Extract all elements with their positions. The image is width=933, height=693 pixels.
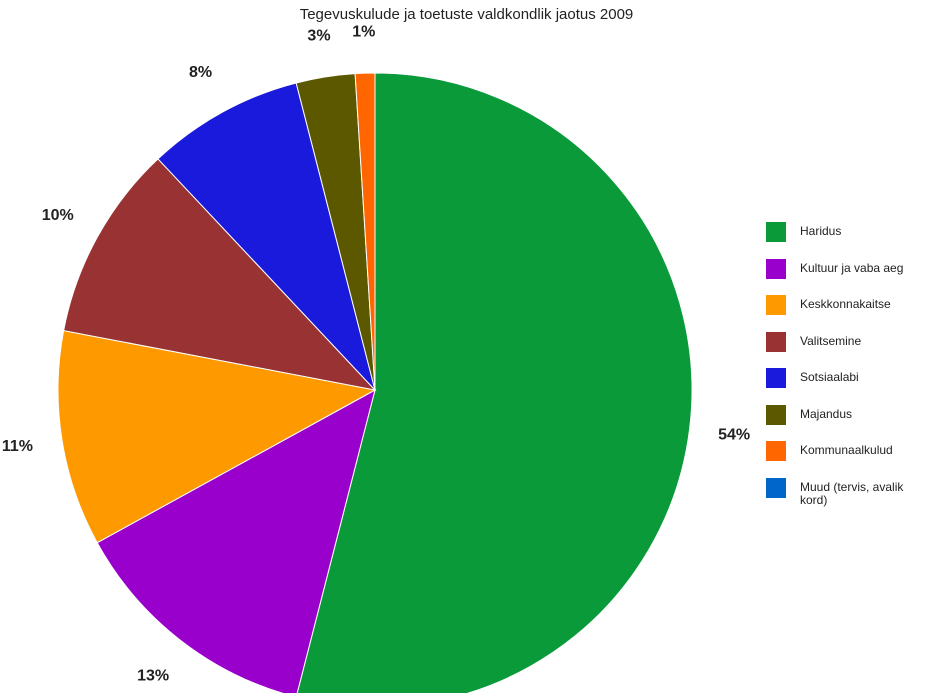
legend-swatch (766, 331, 786, 352)
legend-swatch (766, 404, 786, 425)
legend-item-kommunaalkulud: Kommunaalkulud (766, 441, 925, 461)
legend-label: Majandus (800, 406, 853, 421)
slice-label-kultuur-ja-vaba-aeg: 13% (137, 667, 169, 684)
pie-slices (57, 72, 693, 693)
legend-swatch (766, 368, 786, 388)
slice-label-kommunaalkulud: 1% (352, 23, 375, 40)
pie-slice-valitsemine (63, 158, 377, 391)
legend-item-haridus: Haridus (766, 222, 925, 242)
legend-item-sotsiaalabi: Sotsiaalabi (766, 368, 925, 388)
pie-slice-keskkonnakaitse (57, 330, 377, 544)
legend-label: Keskkonnakaitse (800, 297, 891, 311)
legend-label: Muud (tervis, avalik kord) (800, 479, 904, 507)
slice-label-sotsiaalabi: 8% (189, 64, 212, 81)
legend-label: Haridus (800, 224, 842, 238)
legend-swatch (766, 441, 786, 461)
legend-swatch (766, 258, 786, 279)
slice-label-valitsemine: 10% (42, 207, 74, 224)
legend-item-muud-tervis-avalik-kord: Muud (tervis, avalik kord) (766, 477, 925, 507)
legend-label: Valitsemine (800, 333, 862, 348)
legend-item-kultuur-ja-vaba-aeg: Kultuur ja vaba aeg (766, 258, 925, 279)
pie-labels: 54% 13% 11% 10% 8% 3% 1% (2, 23, 750, 684)
legend-swatch (766, 222, 786, 242)
legend-item-majandus: Majandus (766, 404, 925, 425)
legend-label: Kommunaalkulud (800, 443, 893, 457)
chart-title: Tegevuskulude ja toetuste valdkondlik ja… (299, 6, 634, 23)
legend-swatch (766, 295, 786, 315)
slice-label-haridus: 54% (718, 427, 750, 444)
slice-label-keskkonnakaitse: 11% (2, 438, 33, 455)
legend-label: Sotsiaalabi (800, 370, 859, 384)
legend-label: Kultuur ja vaba aeg (800, 260, 904, 275)
slice-label-majandus: 3% (307, 28, 330, 45)
pie-slice-haridus (296, 72, 693, 693)
pie-slice-sotsiaalabi (157, 82, 376, 391)
pie-slice-kommunaalkulud (354, 72, 376, 391)
pie-slice-kultuur-ja-vaba-aeg (96, 389, 376, 693)
legend-item-keskkonnakaitse: Keskkonnakaitse (766, 295, 925, 315)
legend-item-valitsemine: Valitsemine (766, 331, 925, 352)
legend-swatch (766, 477, 786, 498)
